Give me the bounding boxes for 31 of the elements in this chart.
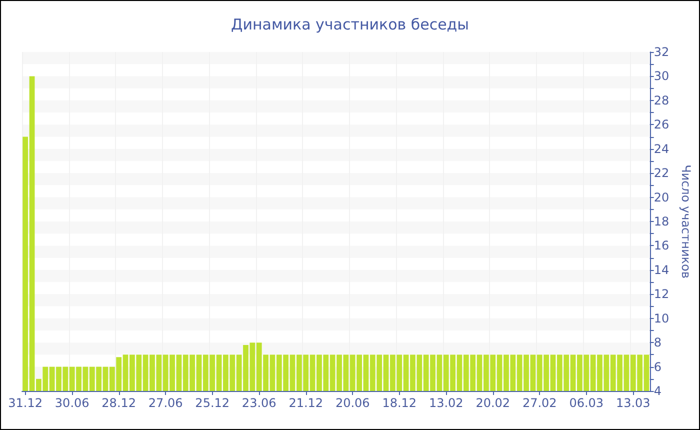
x-tick-label: 25.12 [195,396,230,410]
y-axis-title: Число участников [679,164,693,278]
y-tick-label: 26 [654,118,670,132]
y-tick-label: 24 [654,142,670,156]
y-tick-label: 16 [654,238,670,253]
x-tick-label: 13.02 [428,396,464,410]
y-tick-label: 14 [654,262,670,277]
x-tick-label: 27.06 [148,396,183,410]
chart-title: Динамика участников беседы [230,16,470,34]
x-tick-label: 31.12 [8,396,43,410]
x-tick-label: 27.02 [522,396,557,410]
y-tick-label: 20 [654,190,670,204]
x-tick-label: 21.12 [288,396,324,410]
x-tick-label: 20.06 [335,396,370,410]
y-tick-label: 32 [654,45,670,59]
y-tick-label: 30 [654,69,670,84]
y-tick-label: 8 [654,336,662,350]
y-tick-label: 4 [654,384,662,398]
y-tick-label: 12 [654,287,670,302]
y-tick-label: 28 [654,93,670,108]
x-tick-label: 30.06 [54,396,90,410]
x-tick-label: 18.12 [382,396,417,410]
x-tick-label: 13.03 [616,396,650,410]
x-tick-label: 06.03 [569,396,604,410]
y-tick-label: 22 [654,166,670,180]
x-tick-label: 20.02 [476,396,510,410]
y-tick-label: 18 [654,214,670,228]
y-tick-label: 10 [654,311,670,326]
x-tick-label: 28.12 [102,396,136,410]
x-tick-label: 23.06 [242,396,276,410]
y-tick-label: 6 [654,360,662,374]
